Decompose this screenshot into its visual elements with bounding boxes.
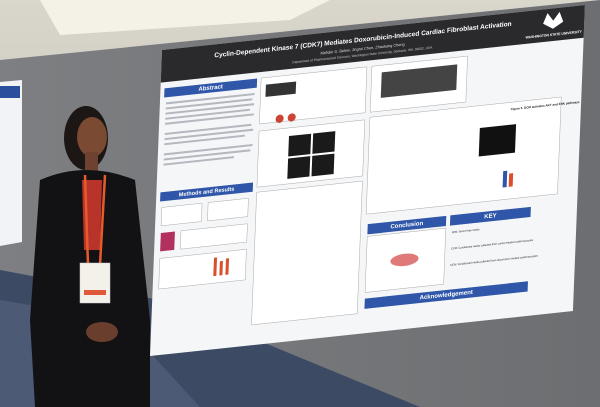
ceiling-light xyxy=(40,0,330,35)
section-header xyxy=(160,182,254,202)
methods-figures xyxy=(158,198,249,290)
section-title: KEY xyxy=(484,212,497,220)
section-title: Methods and Results xyxy=(179,187,235,199)
presenter xyxy=(30,106,150,407)
side-poster xyxy=(0,80,22,246)
side-poster-header xyxy=(0,86,20,98)
figure-caption: Figure 5. DCM activates AKT and ERK path… xyxy=(511,100,580,111)
section-header xyxy=(164,78,258,98)
section-header xyxy=(364,281,528,309)
wsu-logo xyxy=(543,11,564,29)
key-item: SFM: Serum-free media xyxy=(452,227,480,234)
abstract-text xyxy=(163,92,255,166)
section-title: Conclusion xyxy=(390,220,423,231)
section-title: Abstract xyxy=(198,83,223,93)
section-header xyxy=(449,206,531,226)
poster: Cyclin-Dependent Kinase 7 (CDK7) Mediate… xyxy=(149,5,585,356)
results-figures xyxy=(251,55,562,326)
title-bar xyxy=(160,5,585,83)
university-name: WASHINGTON STATE UNIVERSITY xyxy=(525,30,582,40)
cell-icon xyxy=(390,253,419,267)
section-header xyxy=(367,215,447,235)
